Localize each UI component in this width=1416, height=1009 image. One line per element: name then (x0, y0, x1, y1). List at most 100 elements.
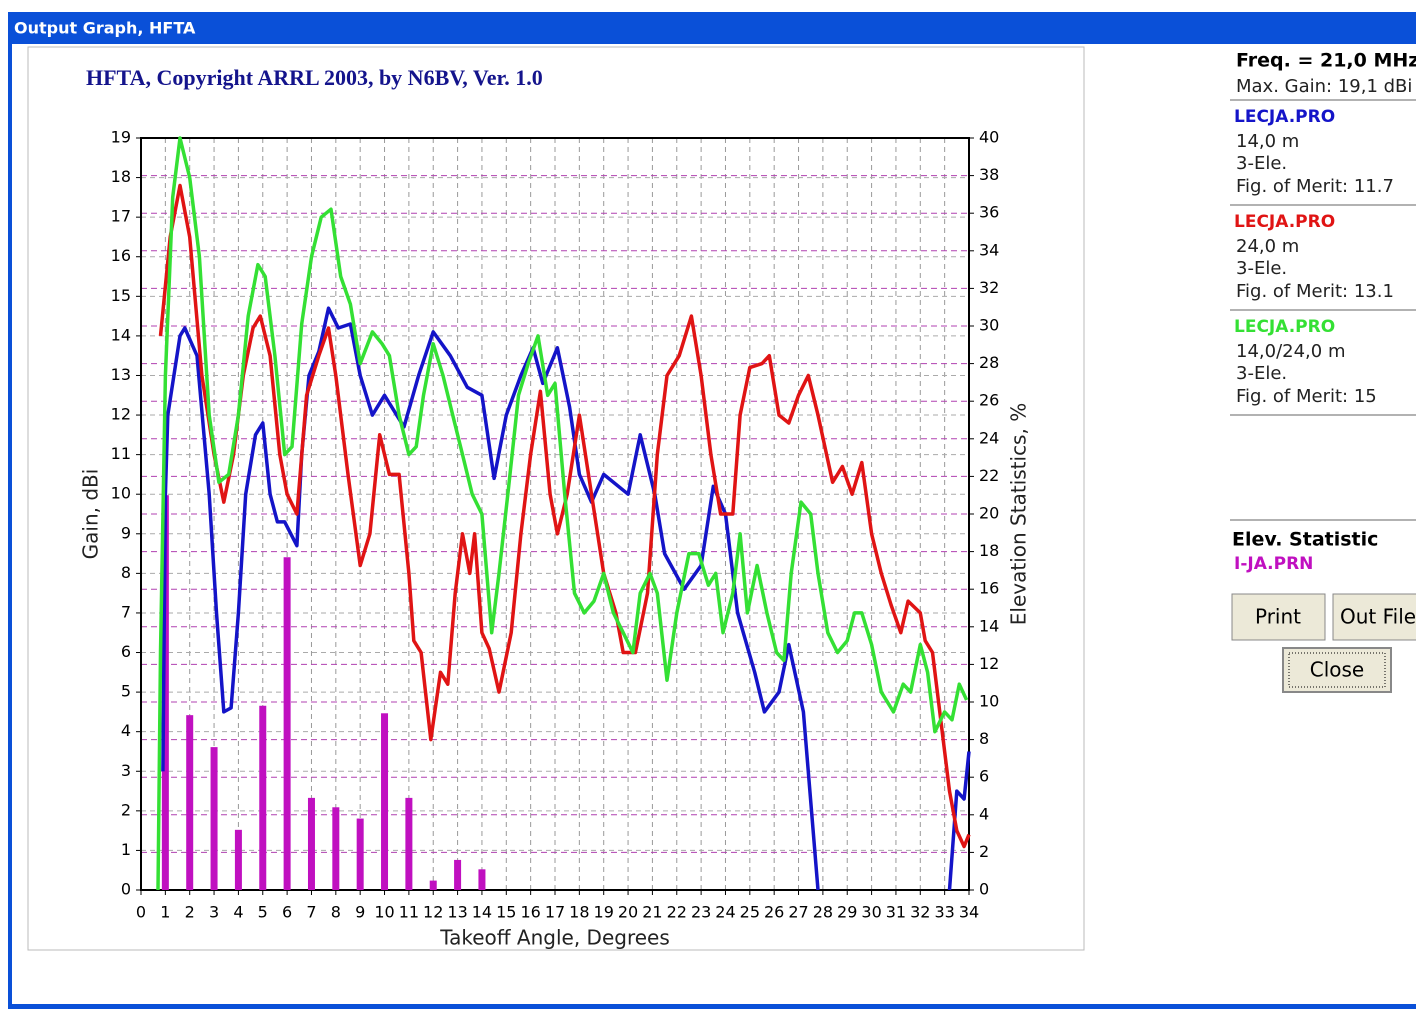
x-tick-label: 27 (788, 903, 808, 922)
y2-tick-label: 40 (979, 128, 999, 147)
x-tick-label: 22 (667, 903, 687, 922)
x-tick-label: 6 (282, 903, 292, 922)
window-edge (8, 1004, 1416, 1009)
y2-tick-label: 12 (979, 654, 999, 673)
x-tick-label: 16 (520, 903, 540, 922)
stat-title: Elev. Statistic (1232, 529, 1378, 551)
y2-tick-label: 4 (979, 804, 989, 823)
bar (259, 705, 267, 890)
side-panel: Freq. = 21,0 MHz Max. Gain: 19,1 dBi Ele… (1230, 50, 1416, 693)
title-bar (8, 12, 1416, 44)
y-tick-label: 13 (111, 365, 131, 384)
x-axis-label: Takeoff Angle, Degrees (439, 926, 670, 950)
y-tick-label: 16 (111, 246, 131, 265)
y-tick-label: 11 (111, 444, 131, 463)
chart-title: HFTA, Copyright ARRL 2003, by N6BV, Ver.… (86, 65, 543, 90)
y2-tick-label: 0 (979, 880, 989, 899)
antenna-height: 14,0/24,0 m (1236, 341, 1345, 362)
x-tick-label: 20 (618, 903, 638, 922)
line (156, 136, 969, 891)
bar (405, 797, 413, 890)
x-tick-label: 19 (594, 903, 614, 922)
antenna-elements: 3-Ele. (1236, 363, 1287, 384)
stat-file: I-JA.PRN (1234, 554, 1313, 574)
x-tick-label: 8 (331, 903, 341, 922)
antenna-name: LECJA.PRO (1234, 107, 1335, 127)
bar (454, 859, 462, 890)
window-title: Output Graph, HFTA (14, 19, 196, 38)
close-button[interactable] (1282, 647, 1392, 693)
y2-tick-label: 34 (979, 240, 999, 259)
line (158, 183, 971, 849)
x-tick-label: 23 (691, 903, 711, 922)
x-tick-label: 18 (569, 903, 589, 922)
close-button-label[interactable]: Close (1310, 658, 1364, 682)
antenna-height: 24,0 m (1236, 236, 1299, 257)
x-tick-label: 30 (861, 903, 881, 922)
line (161, 306, 971, 891)
antenna-name: LECJA.PRO (1234, 212, 1335, 232)
bar (356, 818, 364, 890)
x-tick-label: 21 (642, 903, 662, 922)
x-tick-label: 34 (959, 903, 979, 922)
y-tick-label: 9 (121, 523, 131, 542)
x-tick-label: 15 (496, 903, 516, 922)
y2-tick-label: 6 (979, 767, 989, 786)
bar (478, 869, 486, 890)
y2-tick-label: 16 (979, 579, 999, 598)
y2-tick-label: 20 (979, 504, 999, 523)
y-tick-label: 15 (111, 286, 131, 305)
print-button-label[interactable]: Print (1255, 605, 1301, 629)
plot: 0 1 2 3 4 5 6 7 8 9 10 11 12 13 14 15 16 17 18 19 20 21 22 23 24… (111, 128, 1000, 922)
x-tick-label: 14 (472, 903, 492, 922)
y-tick-label: 12 (111, 405, 131, 424)
y2-tick-label: 32 (979, 278, 999, 297)
y-tick-label: 7 (121, 602, 131, 621)
y2-tick-label: 36 (979, 203, 999, 222)
out-file-button[interactable] (1332, 593, 1416, 641)
x-tick-label: 31 (886, 903, 906, 922)
x-tick-label: 11 (399, 903, 419, 922)
antenna-elements: 3-Ele. (1236, 153, 1287, 174)
window-edge (8, 44, 12, 1006)
x-tick-label: 3 (209, 903, 219, 922)
x-tick-label: 2 (185, 903, 195, 922)
y2-tick-label: 22 (979, 466, 999, 485)
x-tick-label: 7 (306, 903, 316, 922)
y2-tick-label: 30 (979, 316, 999, 335)
x-tick-label: 9 (355, 903, 365, 922)
y-tick-label: 2 (121, 800, 131, 819)
antenna-name: LECJA.PRO (1234, 317, 1335, 337)
figure-of-merit: Fig. of Merit: 13.1 (1236, 281, 1394, 302)
y2-tick-label: 24 (979, 428, 999, 447)
antenna-elements: 3-Ele. (1236, 258, 1287, 279)
bar (210, 747, 218, 890)
bar (234, 829, 242, 890)
y2-tick-label: 8 (979, 729, 989, 748)
x-tick-label: 12 (423, 903, 443, 922)
bar (332, 807, 340, 890)
y2-tick-label: 10 (979, 692, 999, 711)
antenna-height: 14,0 m (1236, 131, 1299, 152)
x-tick-label: 10 (374, 903, 394, 922)
x-tick-label: 1 (160, 903, 170, 922)
figure-of-merit: Fig. of Merit: 15 (1236, 386, 1377, 407)
y-tick-label: 18 (111, 167, 131, 186)
y2-tick-label: 26 (979, 391, 999, 410)
out-file-button-label[interactable]: Out File (1340, 605, 1416, 629)
x-tick-label: 29 (837, 903, 857, 922)
y-tick-label: 4 (121, 721, 131, 740)
y2-tick-label: 18 (979, 541, 999, 560)
y-tick-label: 10 (111, 484, 131, 503)
max-gain: Max. Gain: 19,1 dBi (1236, 76, 1412, 97)
print-button[interactable] (1231, 593, 1326, 641)
focus-ring (1288, 652, 1386, 688)
x-tick-label: 5 (258, 903, 268, 922)
y-tick-label: 5 (121, 682, 131, 701)
x-tick-label: 4 (233, 903, 243, 922)
bar (429, 880, 437, 890)
chart-frame (27, 46, 1085, 951)
x-tick-label: 24 (715, 903, 735, 922)
x-tick-label: 13 (447, 903, 467, 922)
y2-tick-label: 14 (979, 616, 999, 635)
